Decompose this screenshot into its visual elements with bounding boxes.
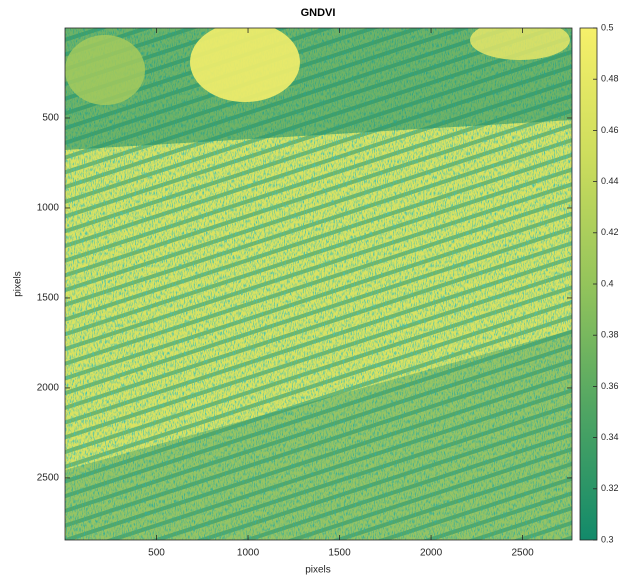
colorbar-tick-label: 0.48 [601,74,619,84]
colorbar-tick-label: 0.34 [601,432,619,442]
y-tick-label: 1000 [37,203,60,214]
y-tick-label: 2500 [37,473,60,484]
x-tick-label: 1000 [237,548,260,559]
y-tick-label: 1500 [37,293,60,304]
colorbar-tick-label: 0.5 [601,22,614,32]
colorbar-tick-label: 0.32 [601,483,619,493]
page: {"chart_data": {"type": "heatmap", "titl… [0,0,627,577]
heatmap-image [65,20,572,540]
y-axis-label: pixels [13,271,24,297]
colorbar-tick-label: 0.38 [601,330,619,340]
chart: GNDVI pixels pixels 500 1000 1500 2000 2500 5… [0,0,627,577]
x-axis-label: pixels [305,565,331,576]
colorbar-tick-label: 0.36 [601,381,619,391]
x-tick-label: 500 [148,548,165,559]
colorbar-tick-label: 0.3 [601,534,614,544]
x-tick-label: 2000 [420,548,443,559]
y-tick-label: 500 [42,113,59,124]
y-tick-label: 2000 [37,383,60,394]
colorbar-tick-label: 0.4 [601,278,614,288]
colorbar-tick-label: 0.44 [601,176,619,186]
chart-title: GNDVI [301,7,336,19]
x-tick-label: 2500 [511,548,534,559]
x-tick-label: 1500 [328,548,351,559]
colorbar-tick-label: 0.42 [601,227,619,237]
colorbar-tick-label: 0.46 [601,125,619,135]
